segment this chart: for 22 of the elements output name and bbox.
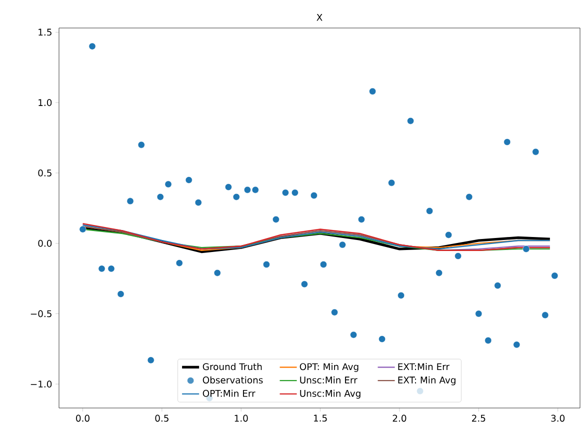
- x-tick-label: 0.5: [155, 414, 168, 422]
- y-tick-label: 0.5: [38, 169, 52, 176]
- legend-label: Unsc:Min Err: [300, 376, 358, 384]
- legend-label: Unsc:Min Avg: [300, 390, 360, 399]
- y-tick-label: 1.0: [38, 99, 52, 106]
- chart-title: X: [316, 14, 322, 21]
- legend-label: OPT:Min Err: [202, 390, 256, 397]
- legend-label: Observations: [202, 376, 263, 384]
- legend-label: Ground Truth: [202, 363, 262, 370]
- y-tick-label: −1.0: [30, 380, 52, 388]
- y-tick-label: −0.5: [30, 310, 52, 318]
- x-tick-label: 1.0: [234, 414, 248, 422]
- x-tick-label: 0.0: [76, 414, 90, 422]
- y-tick-label: 1.5: [38, 28, 52, 36]
- legend-label: OPT: Min Avg: [300, 363, 358, 372]
- y-tick-label: 0.0: [38, 240, 52, 247]
- legend-label: EXT:Min Err: [398, 363, 450, 370]
- x-tick-label: 3.0: [551, 414, 565, 422]
- legend-label: EXT: Min Avg: [398, 376, 456, 386]
- x-tick-label: 2.0: [392, 414, 406, 422]
- x-tick-label: 2.5: [472, 414, 486, 422]
- x-tick-label: 1.5: [314, 414, 327, 422]
